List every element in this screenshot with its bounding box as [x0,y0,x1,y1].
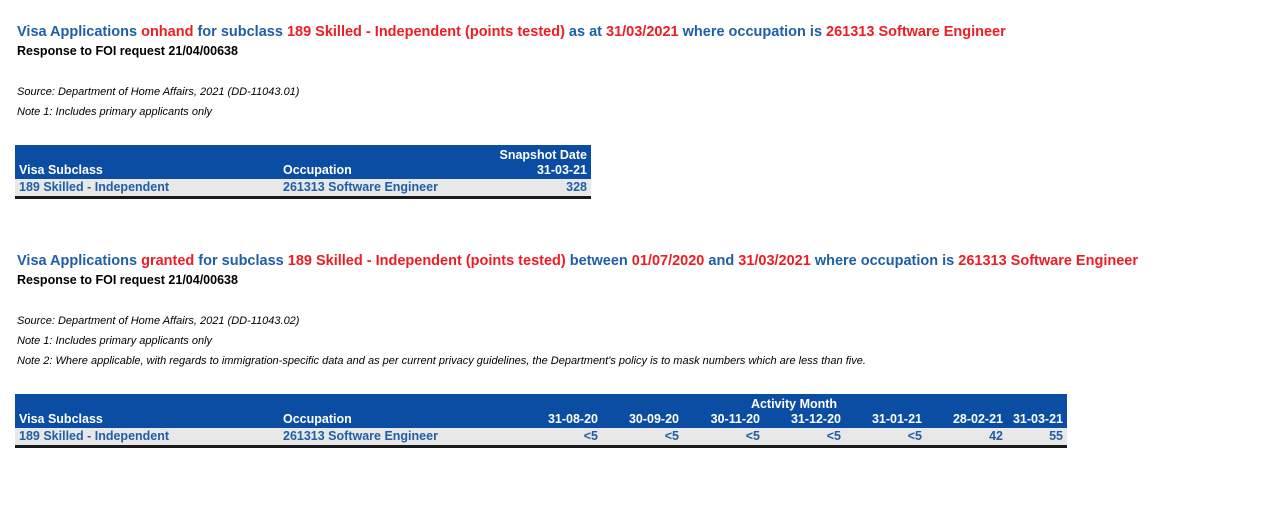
table-header-row: Snapshot Date [15,145,591,163]
table-header-row: Activity Month [15,394,1067,412]
title-text: Visa Applications [17,24,142,40]
empty-header-cell [279,145,477,163]
title-text: as at [564,24,607,40]
title-highlight: 261313 Software Engineer [958,253,1138,269]
section2-source: Source: Department of Home Affairs, 2021… [17,315,300,327]
title-highlight: granted [141,253,195,269]
section1-title: Visa Applications onhand for subclass 18… [17,24,1006,40]
header-group-label: Activity Month [521,394,1067,412]
title-text: for subclass [194,253,288,269]
section2-note1: Note 1: Includes primary applicants only [17,335,213,347]
col-month: 30-09-20 [602,412,683,428]
cell-subclass: 189 Skilled - Independent [15,178,279,199]
cell-value: <5 [521,427,602,448]
section1-note1: Note 1: Includes primary applicants only [17,106,213,118]
activity-table: Activity Month Visa Subclass Occupation … [15,394,1067,448]
title-text: where occupation is [810,253,959,269]
cell-occupation: 261313 Software Engineer [279,427,521,448]
section2-note2: Note 2: Where applicable, with regards t… [17,355,866,367]
col-occupation: Occupation [279,412,521,428]
col-visa-subclass: Visa Subclass [15,412,279,428]
col-month: 31-03-21 [1007,412,1067,428]
section2-title: Visa Applications granted for subclass 1… [17,253,1138,269]
col-date: 31-03-21 [477,163,591,179]
cell-value: 55 [1007,427,1067,448]
title-highlight: 189 Skilled - Independent (points tested… [287,253,566,269]
title-highlight: 189 Skilled - Independent (points tested… [286,24,565,40]
empty-header-cell [15,145,279,163]
table-row: 189 Skilled - Independent 261313 Softwar… [15,178,591,199]
title-highlight: 31/03/2021 [606,24,679,40]
title-text: between [565,253,632,269]
header-group-label: Snapshot Date [477,145,591,163]
section2-response: Response to FOI request 21/04/00638 [17,273,238,287]
col-month: 28-02-21 [926,412,1007,428]
col-visa-subclass: Visa Subclass [15,163,279,179]
col-month: 30-11-20 [683,412,764,428]
title-text: where occupation is [678,24,827,40]
section1-source: Source: Department of Home Affairs, 2021… [17,86,300,98]
title-text: and [704,253,739,269]
col-month: 31-08-20 [521,412,602,428]
cell-value: <5 [683,427,764,448]
title-text: Visa Applications [17,253,142,269]
section1-response: Response to FOI request 21/04/00638 [17,44,238,58]
title-text: for subclass [193,24,287,40]
cell-value: <5 [845,427,926,448]
title-highlight: 31/03/2021 [738,253,811,269]
cell-subclass: 189 Skilled - Independent [15,427,279,448]
title-highlight: onhand [141,24,194,40]
empty-header-cell [279,394,521,412]
cell-value: <5 [602,427,683,448]
cell-occupation: 261313 Software Engineer [279,178,477,199]
col-month: 31-12-20 [764,412,845,428]
cell-value: <5 [764,427,845,448]
cell-value: 42 [926,427,1007,448]
col-occupation: Occupation [279,163,477,179]
title-highlight: 261313 Software Engineer [826,24,1006,40]
title-highlight: 01/07/2020 [631,253,705,269]
col-month: 31-01-21 [845,412,926,428]
table-header-row: Visa Subclass Occupation 31-03-21 [15,163,591,179]
table-header-row: Visa Subclass Occupation 31-08-20 30-09-… [15,412,1067,428]
table-row: 189 Skilled - Independent 261313 Softwar… [15,427,1067,448]
empty-header-cell [15,394,279,412]
snapshot-table: Snapshot Date Visa Subclass Occupation 3… [15,145,591,199]
cell-value: 328 [477,178,591,199]
